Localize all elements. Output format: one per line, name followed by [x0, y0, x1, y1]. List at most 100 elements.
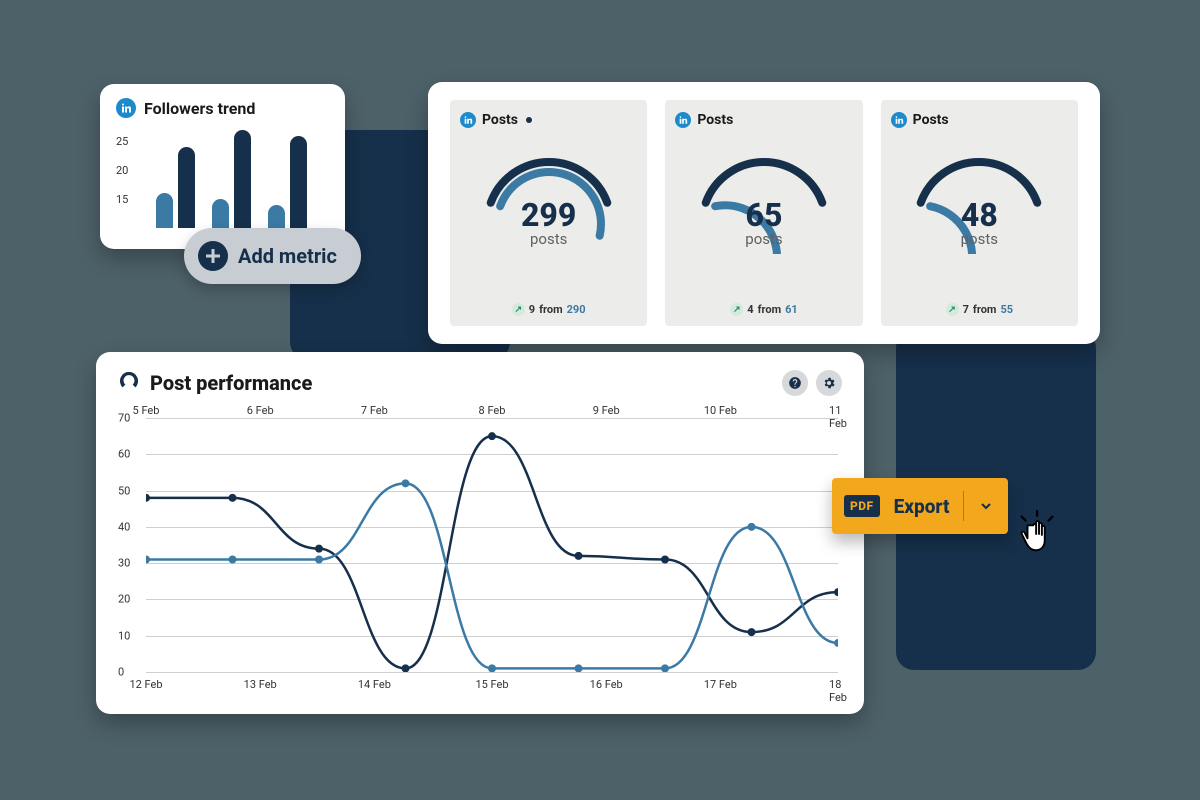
gauge: 65posts — [684, 134, 844, 254]
x-top-label: 9 Feb — [593, 404, 620, 417]
gauge-tile: Posts299posts↗9from290 — [450, 100, 647, 326]
add-metric-button[interactable]: Add metric — [184, 228, 361, 284]
status-dot — [526, 117, 532, 123]
x-top-label: 8 Feb — [479, 404, 506, 417]
gauge-unit: posts — [899, 230, 1059, 248]
export-button[interactable]: PDF Export — [832, 478, 1008, 534]
settings-button[interactable] — [816, 370, 842, 396]
bar — [212, 199, 229, 228]
y-tick-label: 20 — [118, 593, 130, 606]
trend-up-icon: ↗ — [730, 303, 743, 316]
gauge: 48posts — [899, 134, 1059, 254]
series-marker — [146, 494, 150, 502]
series-marker — [402, 664, 410, 672]
gauge: 299posts — [469, 134, 629, 254]
y-tick-label: 25 — [116, 135, 128, 148]
series-marker — [488, 432, 496, 440]
y-tick-label: 60 — [118, 448, 130, 461]
gridline — [146, 672, 838, 673]
delta-from-value: 290 — [567, 303, 586, 316]
series-marker — [661, 556, 669, 564]
series-marker — [146, 556, 150, 564]
y-tick-label: 30 — [118, 557, 130, 570]
linkedin-icon — [675, 112, 691, 128]
bar — [178, 147, 195, 228]
linkedin-icon — [116, 98, 136, 118]
delta-from-word: from — [758, 303, 782, 316]
export-label: Export — [894, 495, 950, 518]
series-line — [146, 483, 838, 668]
followers-trend-chart: 152025 — [116, 124, 329, 234]
add-metric-label: Add metric — [238, 244, 337, 268]
x-bottom-label: 17 Feb — [704, 678, 737, 691]
series-marker — [748, 628, 756, 636]
y-tick-label: 70 — [118, 412, 130, 425]
delta-from-value: 61 — [785, 303, 798, 316]
post-performance-card: Post performance 0 10 20 30 40 50 60 705 Feb 12 … — [96, 352, 864, 714]
y-tick-label: 40 — [118, 520, 130, 533]
gauge-value: 299 — [469, 196, 629, 234]
gauge-title: Posts — [482, 112, 518, 128]
chevron-down-icon[interactable] — [978, 498, 994, 514]
followers-trend-card: Followers trend 152025 — [100, 84, 345, 249]
series-marker — [315, 545, 323, 553]
y-tick-label: 0 — [118, 666, 124, 679]
x-bottom-label: 14 Feb — [358, 678, 391, 691]
plus-icon — [198, 241, 228, 271]
post-performance-title: Post performance — [150, 371, 312, 395]
trend-up-icon: ↗ — [512, 303, 525, 316]
delta-row: ↗ 7 from55 — [946, 303, 1013, 316]
series-marker — [575, 664, 583, 672]
delta-from-value: 55 — [1000, 303, 1013, 316]
gauge-unit: posts — [469, 230, 629, 248]
series-marker — [402, 479, 410, 487]
series-marker — [229, 556, 237, 564]
y-tick-label: 50 — [118, 484, 130, 497]
x-bottom-label: 15 Feb — [475, 678, 508, 691]
analytics-icon — [118, 370, 140, 396]
help-button[interactable] — [782, 370, 808, 396]
pointer-cursor-icon — [1016, 510, 1062, 556]
linkedin-icon — [460, 112, 476, 128]
gauge-value: 65 — [684, 196, 844, 234]
delta-row: ↗9from290 — [512, 303, 586, 316]
series-marker — [834, 639, 838, 647]
x-bottom-label: 12 Feb — [129, 678, 162, 691]
x-bottom-label: 16 Feb — [590, 678, 623, 691]
series-marker — [488, 664, 496, 672]
gauge-tile: Posts 65posts ↗ 4 from61 — [665, 100, 862, 326]
bar — [290, 136, 307, 228]
gauge-value: 48 — [899, 196, 1059, 234]
gauge-title: Posts — [913, 112, 949, 128]
gauge-tile: Posts 48posts ↗ 7 from55 — [881, 100, 1078, 326]
followers-trend-title: Followers trend — [144, 99, 255, 118]
gauge-title: Posts — [697, 112, 733, 128]
x-top-label: 7 Feb — [361, 404, 388, 417]
x-top-label: 5 Feb — [133, 404, 160, 417]
bar — [268, 205, 285, 228]
series-marker — [748, 523, 756, 531]
series-marker — [575, 552, 583, 560]
y-tick-label: 10 — [118, 629, 130, 642]
delta-value: 7 — [963, 303, 969, 316]
delta-value: 4 — [747, 303, 753, 316]
divider — [963, 491, 964, 521]
delta-row: ↗ 4 from61 — [730, 303, 797, 316]
bar — [156, 193, 173, 228]
series-marker — [229, 494, 237, 502]
delta-from-word: from — [973, 303, 997, 316]
series-line — [146, 436, 838, 668]
x-top-label: 6 Feb — [247, 404, 274, 417]
pdf-chip: PDF — [844, 495, 880, 517]
x-top-label: 10 Feb — [704, 404, 737, 417]
series-marker — [834, 588, 838, 596]
posts-gauges-card: Posts299posts↗9from290Posts65posts↗4from… — [428, 82, 1100, 344]
delta-from-word: from — [539, 303, 563, 316]
y-tick-label: 15 — [116, 193, 128, 206]
x-bottom-label: 13 Feb — [244, 678, 277, 691]
gauge-unit: posts — [684, 230, 844, 248]
trend-up-icon: ↗ — [946, 303, 959, 316]
linkedin-icon — [891, 112, 907, 128]
post-performance-chart: 0 10 20 30 40 50 60 705 Feb 12 Feb 6 Feb 13 Feb 7 F… — [118, 404, 842, 700]
x-bottom-label: 18 Feb — [829, 678, 847, 704]
